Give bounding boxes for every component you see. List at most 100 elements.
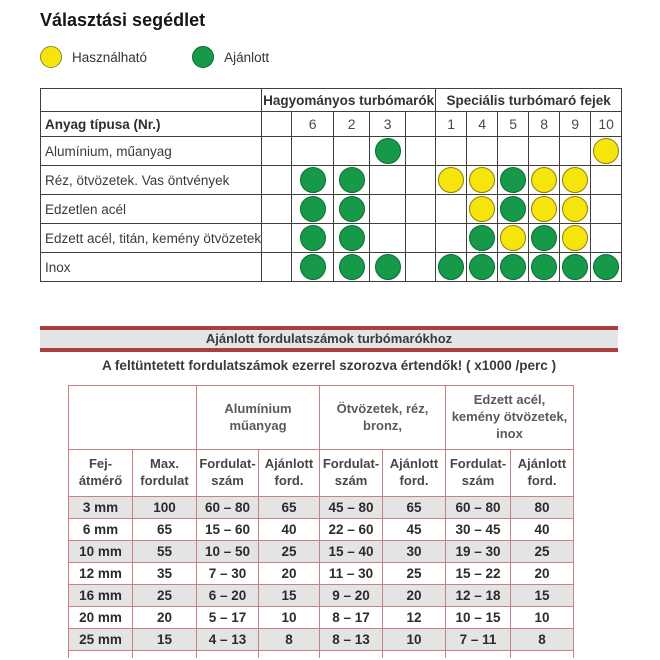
rating-cell — [528, 252, 561, 282]
selection-table-body: Alumínium, műanyag Réz, ötvözetek. Vas ön… — [39, 136, 623, 282]
rating-cell — [333, 165, 371, 195]
recommended-dot — [500, 167, 527, 193]
matrix-group-header-row: Hagyományos turbómarók Speciális turbóma… — [39, 88, 623, 112]
rpm-value-cell: 60 – 80 — [196, 496, 259, 519]
rating-cell — [497, 223, 530, 253]
rpm-value-cell: 4 – 13 — [196, 628, 259, 651]
recommended-dot — [531, 254, 558, 280]
empty-cell — [382, 650, 446, 658]
rpm-value-cell: 25 — [510, 540, 574, 563]
rating-cell — [435, 194, 468, 224]
recommended-dot — [469, 254, 496, 280]
empty-cell — [258, 650, 320, 658]
rpm-row: 12 mm 35 7 – 30 20 11 – 30 25 15 – 22 20 — [68, 562, 574, 585]
recommended-dot — [438, 254, 465, 280]
usable-dot — [500, 225, 527, 251]
spacer-cell — [261, 136, 293, 166]
empty-cell — [132, 650, 197, 658]
rpm-value-cell: 25 — [382, 562, 446, 585]
rating-cell — [528, 136, 561, 166]
recommended-dot — [531, 225, 558, 251]
rpm-value-cell: 65 — [382, 496, 446, 519]
rating-cell — [559, 223, 592, 253]
recommended-dot — [374, 138, 401, 164]
recommended-dot — [299, 196, 326, 222]
rpm-value-cell: 30 — [382, 540, 446, 563]
recommended-label: Ajánlott — [224, 49, 270, 65]
recommended-dot — [299, 225, 326, 251]
head-diameter-cell: 6 mm — [68, 518, 133, 541]
recommended-dot-icon — [192, 46, 215, 68]
matrix-corner-cell — [39, 88, 263, 112]
empty-cell — [68, 650, 133, 658]
rpm-value-cell: 80 — [510, 496, 574, 519]
spacer-cell — [261, 252, 293, 282]
recommended-dot — [562, 254, 589, 280]
rating-cell — [528, 165, 561, 195]
rating-cell — [559, 194, 592, 224]
rating-cell — [559, 136, 592, 166]
rpm-empty-header-cell — [68, 385, 197, 450]
rating-cell — [497, 165, 530, 195]
rpm-row: 16 mm 25 6 – 20 15 9 – 20 20 12 – 18 15 — [68, 584, 574, 607]
rating-cell — [559, 252, 592, 282]
rpm-material-group-row: Alumínium műanyag Ötvözetek, réz, bronz,… — [68, 385, 574, 450]
rating-cell — [528, 223, 561, 253]
col-header-rpm-range-2: Fordulat-szám — [319, 449, 383, 497]
rating-cell — [291, 136, 335, 166]
tool-number: 9 — [559, 111, 592, 137]
recommended-dot — [500, 254, 527, 280]
rpm-value-cell: 20 — [132, 606, 197, 629]
tool-number: 4 — [466, 111, 499, 137]
rpm-value-cell: 9 – 20 — [319, 584, 383, 607]
recommended-dot — [500, 196, 527, 222]
col-header-recommended-1: Ajánlott ford. — [258, 449, 320, 497]
rpm-value-cell: 20 — [382, 584, 446, 607]
col-header-rpm-range-3: Fordulat-szám — [445, 449, 511, 497]
spacer-cell — [261, 223, 293, 253]
rating-cell — [590, 165, 623, 195]
usable-dot — [438, 167, 465, 193]
material-group-hardened: Edzett acél, kemény ötvözetek, inox — [445, 385, 574, 450]
usable-dot — [562, 167, 589, 193]
rpm-value-cell: 65 — [258, 496, 320, 519]
rating-cell — [466, 223, 499, 253]
rating-cell — [369, 223, 407, 253]
rating-cell — [435, 165, 468, 195]
recommended-dot — [299, 254, 326, 280]
rpm-value-cell: 8 — [510, 628, 574, 651]
rpm-value-cell: 7 – 30 — [196, 562, 259, 585]
rpm-value-cell: 19 – 30 — [445, 540, 511, 563]
rpm-value-cell: 12 – 18 — [445, 584, 511, 607]
spacer-cell — [405, 223, 437, 253]
col-header-rpm-range-1: Fordulat-szám — [196, 449, 259, 497]
rpm-value-cell: 35 — [132, 562, 197, 585]
rpm-value-cell: 11 – 30 — [319, 562, 383, 585]
usable-dot-icon — [40, 46, 62, 68]
group-header-special: Speciális turbómaró fejek — [435, 88, 623, 112]
rpm-banner: Ajánlott fordulatszámok turbómarókhoz — [40, 326, 618, 352]
head-diameter-cell: 12 mm — [68, 562, 133, 585]
material-label: Inox — [39, 252, 263, 282]
empty-cell — [319, 650, 383, 658]
rpm-value-cell: 45 — [382, 518, 446, 541]
rating-cell — [369, 165, 407, 195]
spacer-cell — [405, 165, 437, 195]
rpm-value-cell: 15 – 40 — [319, 540, 383, 563]
rating-cell — [590, 194, 623, 224]
rating-cell — [369, 194, 407, 224]
rpm-value-cell: 12 — [382, 606, 446, 629]
col-header-recommended-2: Ajánlott ford. — [382, 449, 446, 497]
rpm-value-cell: 8 — [258, 628, 320, 651]
rating-cell — [497, 194, 530, 224]
usable-dot — [593, 138, 620, 164]
rpm-value-cell: 10 – 15 — [445, 606, 511, 629]
rpm-value-cell: 30 – 45 — [445, 518, 511, 541]
rpm-value-cell: 15 — [258, 584, 320, 607]
group-header-traditional: Hagyományos turbómarók — [261, 88, 437, 112]
legend: Használható Ajánlott — [40, 46, 269, 68]
material-type-header: Anyag típusa (Nr.) — [39, 111, 263, 137]
selection-matrix-table: Hagyományos turbómarók Speciális turbóma… — [39, 88, 623, 282]
recommended-dot — [374, 254, 401, 280]
usable-dot — [531, 167, 558, 193]
